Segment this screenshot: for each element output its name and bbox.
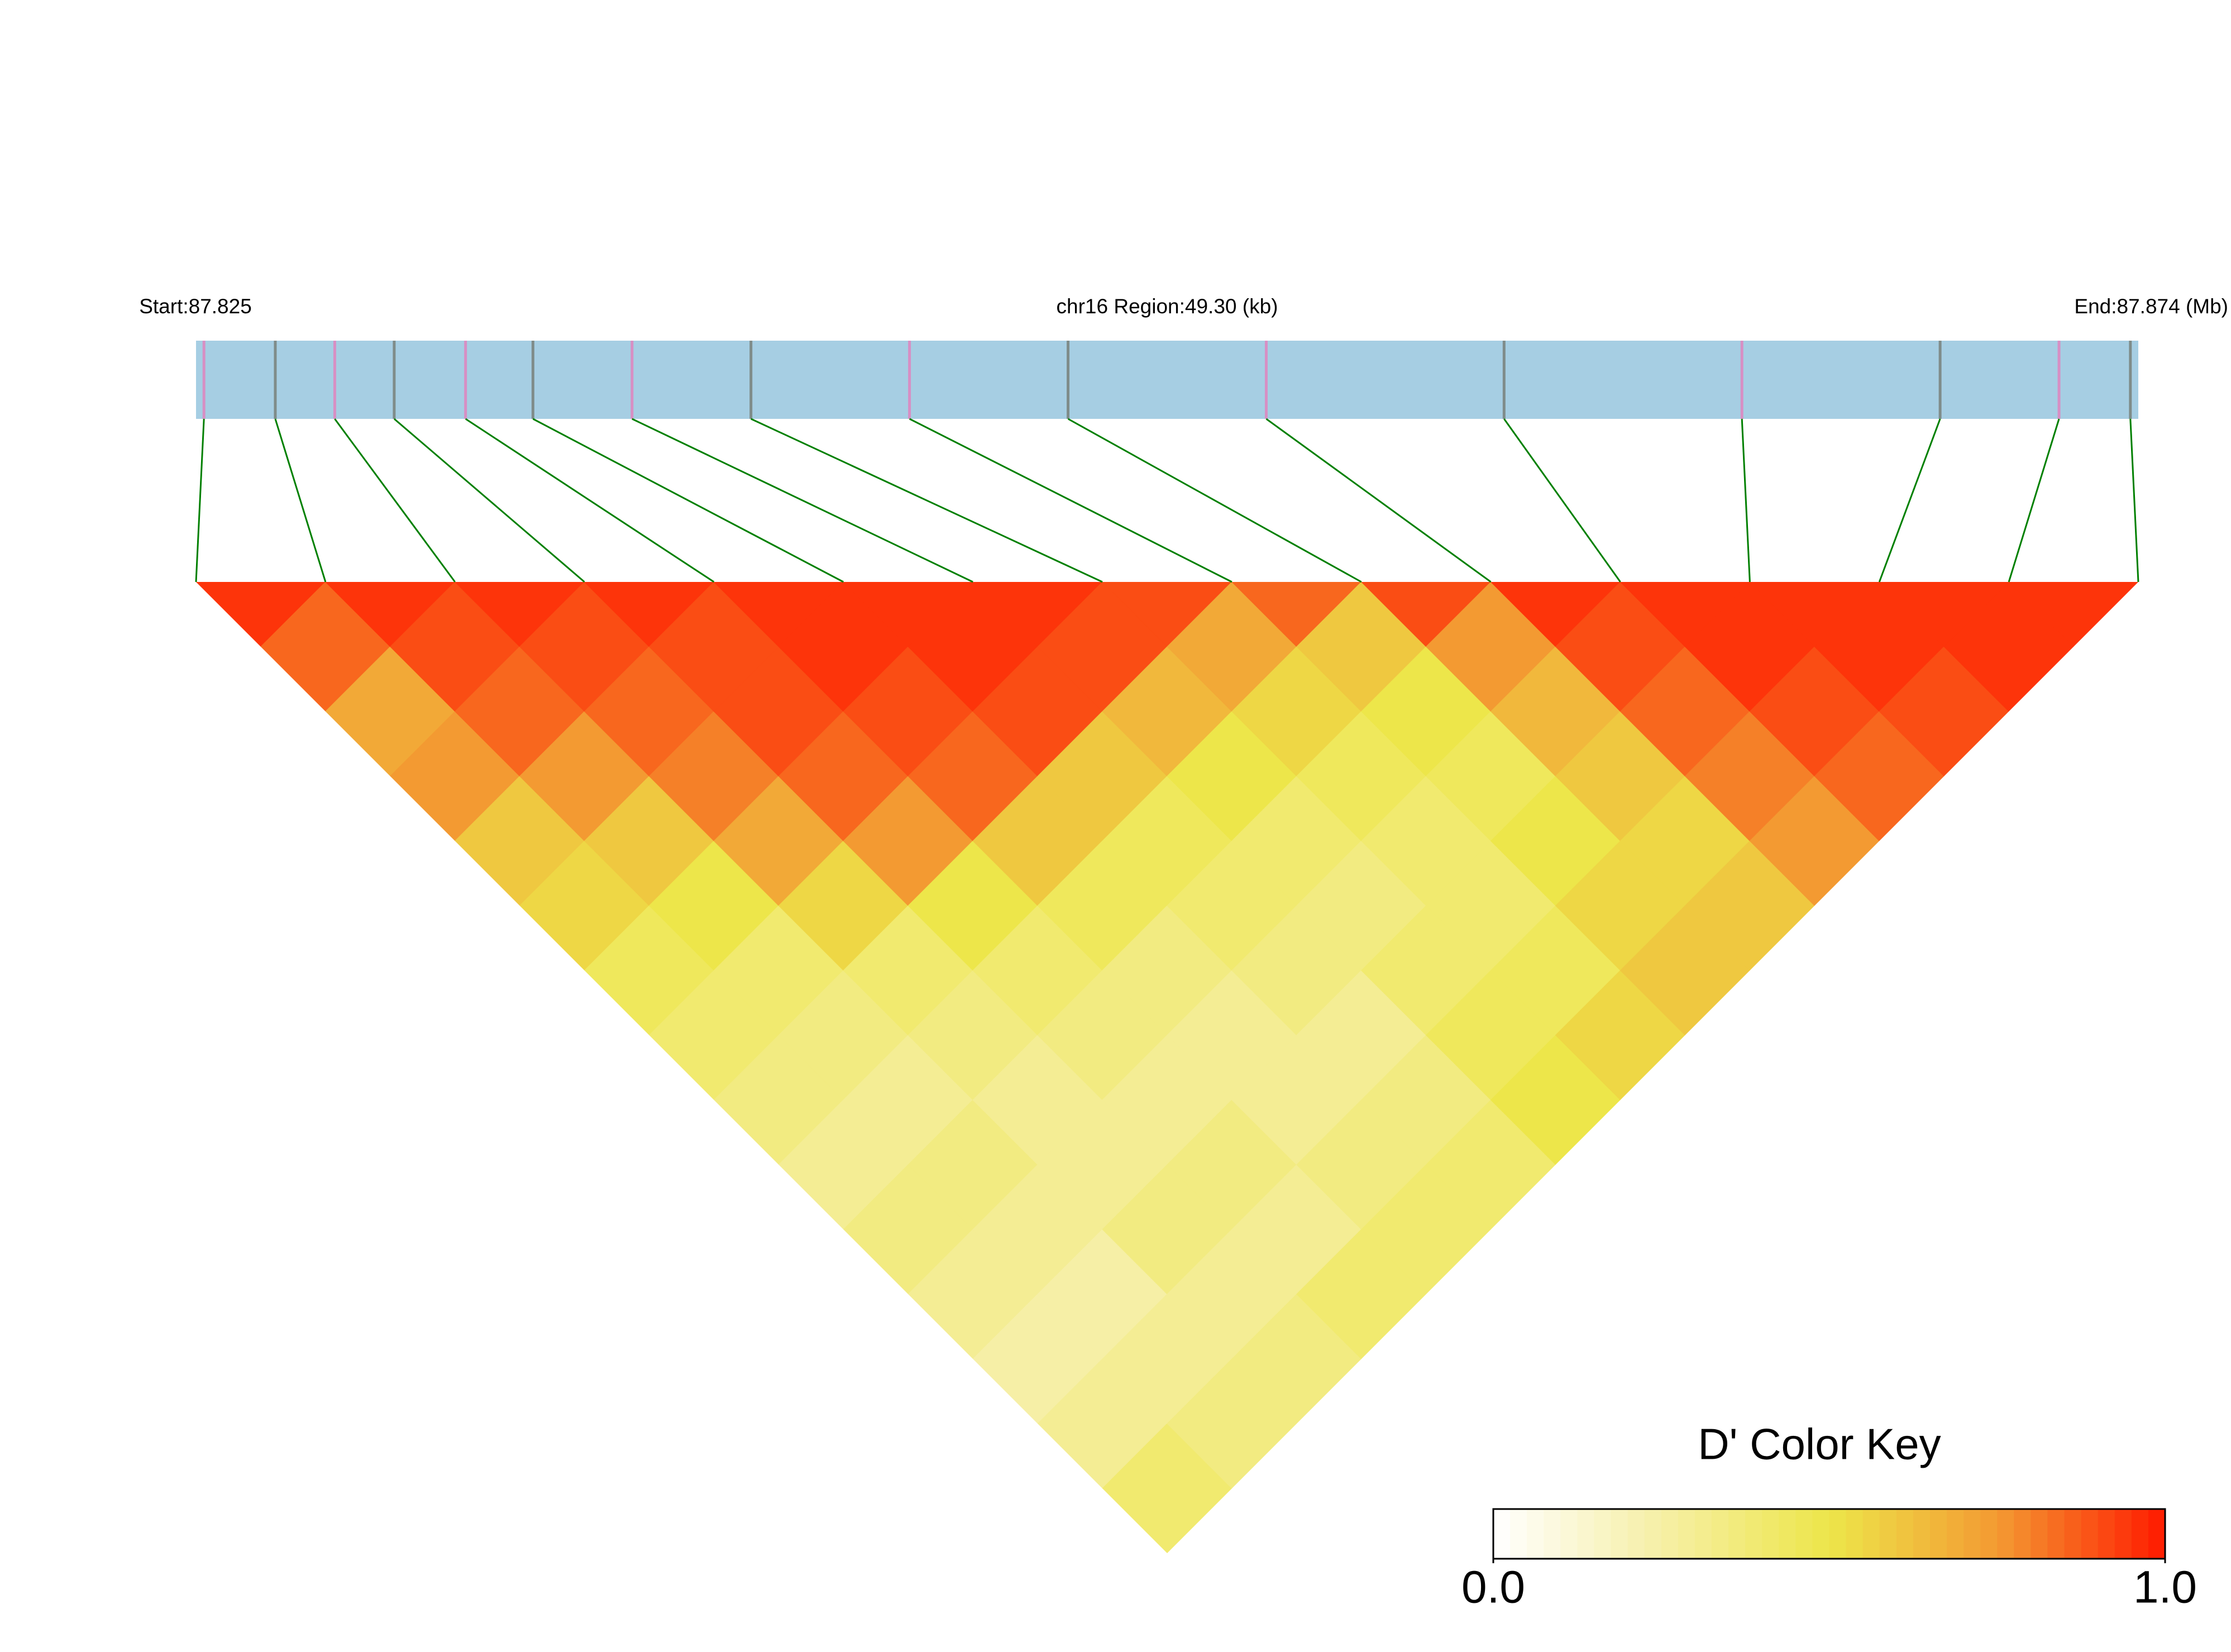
colorbar-step bbox=[1661, 1509, 1679, 1559]
snp-link bbox=[1878, 418, 1941, 583]
colorbar-step bbox=[1896, 1509, 1914, 1559]
colorbar-step bbox=[1846, 1509, 1864, 1559]
ld-cell bbox=[1619, 582, 1751, 647]
colorbar-step bbox=[1745, 1509, 1763, 1559]
snp-link bbox=[909, 418, 1232, 583]
colorbar-step bbox=[2131, 1509, 2149, 1559]
colorbar-step bbox=[1947, 1509, 1965, 1559]
colorbar-step bbox=[2014, 1509, 2032, 1559]
colorbar-step bbox=[1678, 1509, 1695, 1559]
snp-link bbox=[393, 418, 585, 583]
snp-link bbox=[2129, 418, 2139, 583]
colorbar-step bbox=[1544, 1509, 1561, 1559]
colorbar-step bbox=[2098, 1509, 2115, 1559]
colorbar-step bbox=[1762, 1509, 1780, 1559]
colorbar-step bbox=[1510, 1509, 1528, 1559]
snp-link bbox=[1741, 418, 1751, 583]
colorbar-step bbox=[1577, 1509, 1595, 1559]
ld-cell bbox=[1102, 582, 1232, 647]
colorbar-step bbox=[2081, 1509, 2099, 1559]
end-label: End:87.874 (Mb) bbox=[2074, 295, 2228, 318]
colorbar-step bbox=[2148, 1509, 2166, 1559]
snp-link bbox=[2008, 418, 2060, 583]
colorbar-step bbox=[1644, 1509, 1662, 1559]
colorbar-title: D' Color Key bbox=[1698, 1420, 1941, 1469]
colorbar-step bbox=[1812, 1509, 1830, 1559]
colorbar-step bbox=[1611, 1509, 1628, 1559]
snp-link bbox=[1067, 418, 1362, 583]
colorbar-step bbox=[1711, 1509, 1730, 1559]
colorbar-step bbox=[1862, 1509, 1880, 1559]
ld-cell bbox=[2008, 582, 2138, 647]
snp-link bbox=[751, 418, 1103, 583]
colorbar-step bbox=[1997, 1509, 2015, 1559]
colorbar-step bbox=[2064, 1509, 2082, 1559]
colorbar-step bbox=[1527, 1509, 1545, 1559]
start-label: Start:87.825 bbox=[139, 295, 252, 318]
colorbar-step bbox=[1594, 1509, 1612, 1559]
region-label: chr16 Region:49.30 (kb) bbox=[1057, 295, 1278, 318]
colorbar-step bbox=[1929, 1509, 1948, 1559]
colorbar-step bbox=[2047, 1509, 2065, 1559]
snp-link bbox=[632, 418, 973, 583]
colorbar-step bbox=[1879, 1509, 1897, 1559]
snp-link bbox=[532, 418, 844, 583]
ld-cell bbox=[1490, 582, 1621, 647]
colorbar-step bbox=[2114, 1509, 2132, 1559]
colorbar-step bbox=[1795, 1509, 1813, 1559]
snp-link bbox=[195, 418, 205, 583]
colorbar-tick-label: 0.0 bbox=[1461, 1562, 1525, 1613]
snp-link bbox=[274, 418, 327, 583]
ld-cell bbox=[1231, 582, 1362, 647]
snp-link bbox=[1503, 418, 1621, 583]
colorbar-step bbox=[1728, 1509, 1746, 1559]
snp-track bbox=[196, 341, 2138, 419]
colorbar-step bbox=[1779, 1509, 1797, 1559]
colorbar-tick-label: 1.0 bbox=[2133, 1562, 2197, 1613]
colorbar-step bbox=[1694, 1509, 1712, 1559]
colorbar-step bbox=[1829, 1509, 1847, 1559]
colorbar-step bbox=[1913, 1509, 1931, 1559]
colorbar-step bbox=[1627, 1509, 1645, 1559]
colorbar-step bbox=[1493, 1509, 1511, 1559]
colorbar-step bbox=[2031, 1509, 2048, 1559]
snp-link bbox=[334, 418, 456, 583]
colorbar-frame bbox=[1492, 1508, 2166, 1560]
snp-link bbox=[1265, 418, 1492, 583]
colorbar-step bbox=[1980, 1509, 1998, 1559]
colorbar-step bbox=[1964, 1509, 1981, 1559]
snp-link bbox=[465, 418, 715, 583]
heatmap bbox=[196, 582, 2138, 1553]
colorbar-step bbox=[1560, 1509, 1578, 1559]
ld-cell bbox=[1361, 582, 1492, 647]
